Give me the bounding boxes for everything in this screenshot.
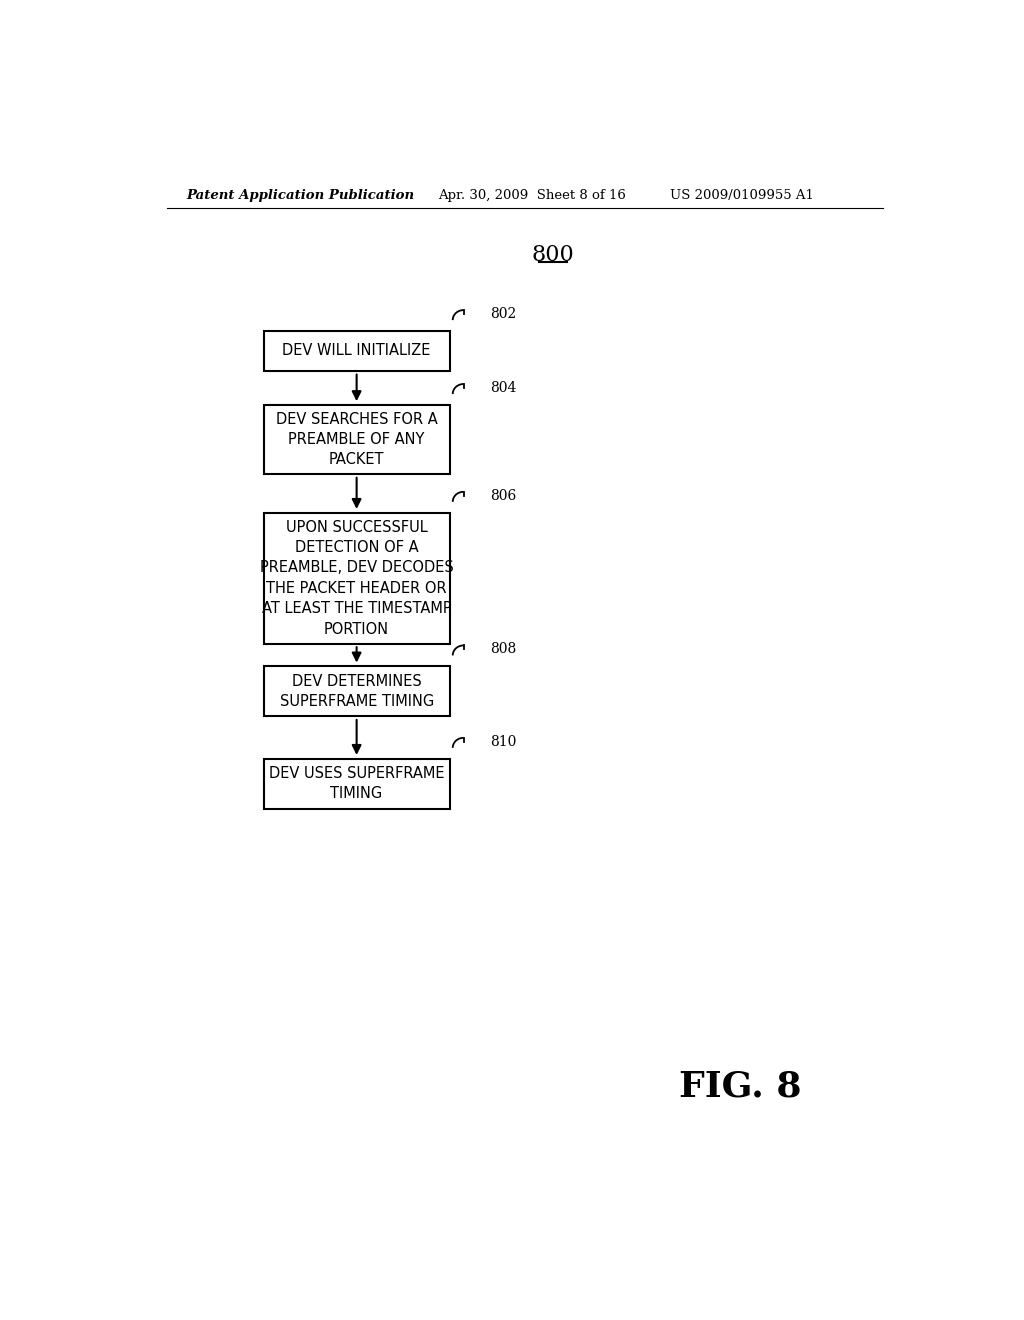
Text: 810: 810 [489,735,516,748]
Text: 808: 808 [489,643,516,656]
Bar [263,331,450,371]
Text: DEV SEARCHES FOR A
PREAMBLE OF ANY
PACKET: DEV SEARCHES FOR A PREAMBLE OF ANY PACKE… [275,412,437,467]
Bar [263,405,450,474]
Text: 802: 802 [489,308,516,321]
Text: Apr. 30, 2009  Sheet 8 of 16: Apr. 30, 2009 Sheet 8 of 16 [438,189,626,202]
Bar [263,667,450,717]
Text: 804: 804 [489,381,516,395]
Text: DEV USES SUPERFRAME
TIMING: DEV USES SUPERFRAME TIMING [269,766,444,801]
Text: DEV DETERMINES
SUPERFRAME TIMING: DEV DETERMINES SUPERFRAME TIMING [280,673,434,709]
Text: 806: 806 [489,488,516,503]
Bar [263,759,450,809]
Bar [263,512,450,644]
Text: UPON SUCCESSFUL
DETECTION OF A
PREAMBLE, DEV DECODES
THE PACKET HEADER OR
AT LEA: UPON SUCCESSFUL DETECTION OF A PREAMBLE,… [260,520,454,636]
Text: US 2009/0109955 A1: US 2009/0109955 A1 [671,189,814,202]
Text: Patent Application Publication: Patent Application Publication [186,189,415,202]
Text: DEV WILL INITIALIZE: DEV WILL INITIALIZE [283,343,431,359]
Text: 800: 800 [531,244,574,265]
Text: FIG. 8: FIG. 8 [679,1069,802,1104]
